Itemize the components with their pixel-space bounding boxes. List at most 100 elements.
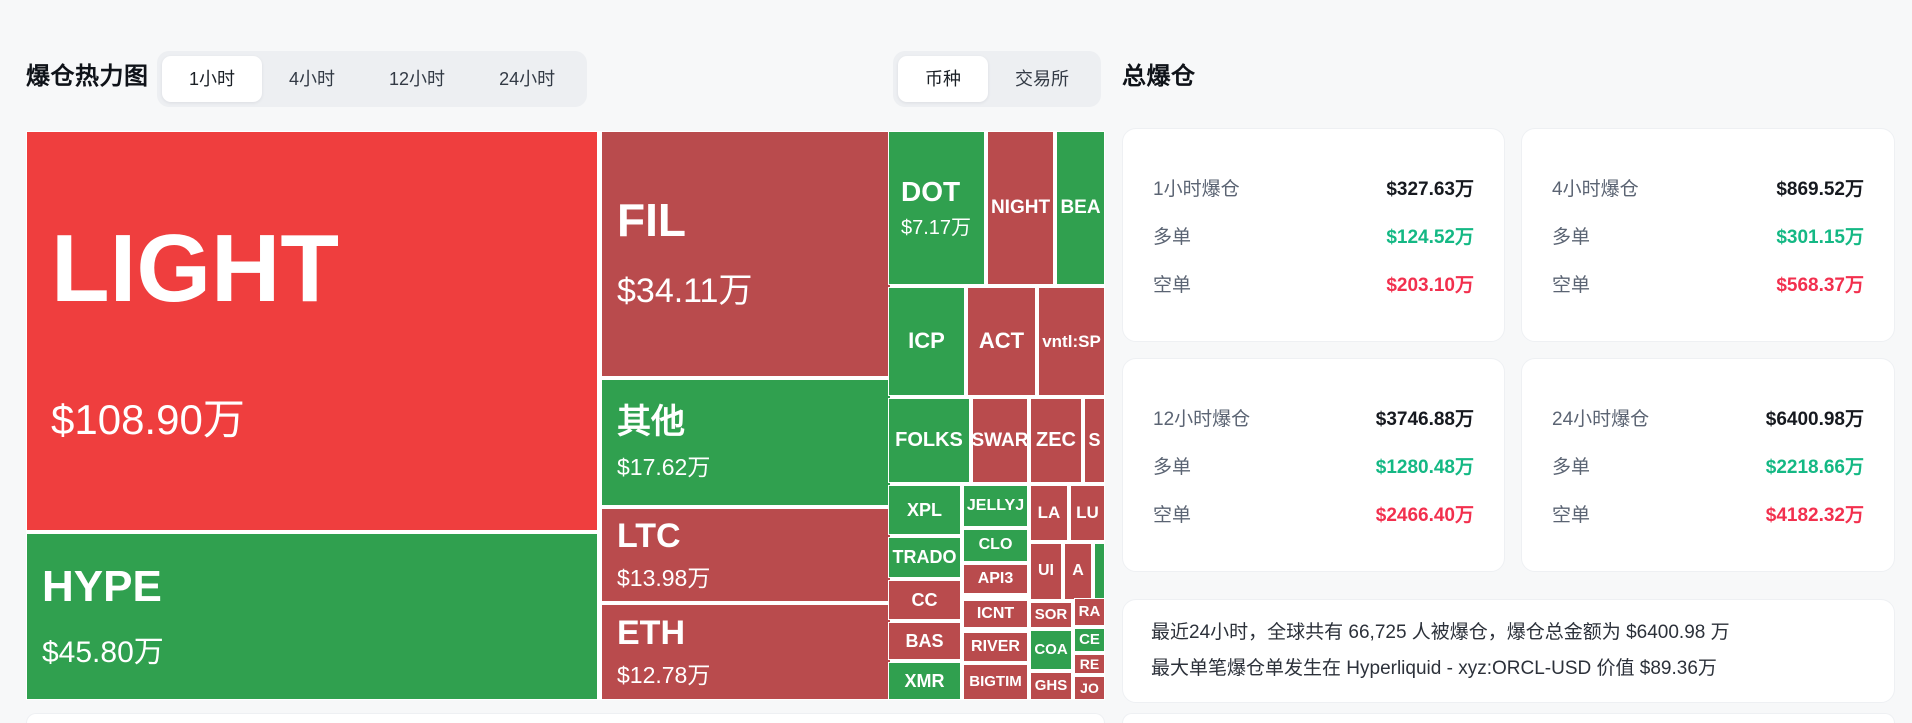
treemap-tile-DOT[interactable]: DOT $7.17万: [888, 131, 985, 285]
treemap-tile-NIGHT[interactable]: NIGHT: [987, 131, 1054, 285]
tile-value: $45.80万: [42, 635, 164, 669]
treemap-tile-HYPE[interactable]: HYPE $45.80万: [26, 533, 598, 700]
treemap-tile-RA[interactable]: RA: [1074, 598, 1105, 626]
tile-symbol: A: [1072, 562, 1084, 580]
tile-symbol: RIVER: [971, 637, 1020, 655]
treemap-tile-SWAR[interactable]: SWAR: [972, 398, 1028, 483]
tile-symbol: LA: [1037, 503, 1061, 523]
tile-symbol: HYPE: [42, 562, 162, 612]
treemap-tile-ACT[interactable]: ACT: [967, 287, 1036, 396]
short-label: 空单: [1153, 504, 1192, 526]
short-value: $568.37万: [1776, 274, 1864, 296]
tile-symbol: TRADO: [892, 547, 957, 568]
long-label: 多单: [1153, 226, 1192, 248]
total-value: $869.52万: [1776, 178, 1864, 200]
tile-symbol: S: [1088, 430, 1101, 451]
treemap-tile-JELLYJ[interactable]: JELLYJ: [963, 485, 1028, 527]
tile-symbol: CE: [1079, 631, 1100, 649]
treemap-tile-blank[interactable]: [1094, 543, 1105, 600]
treemap-tile-GHS[interactable]: GHS: [1030, 672, 1072, 700]
tile-symbol: COA: [1034, 641, 1068, 659]
tile-value: $108.90万: [51, 395, 245, 443]
stat-row-short: 空单 $568.37万: [1552, 270, 1864, 297]
stat-row-total: 12小时爆仓 $3746.88万: [1153, 404, 1474, 431]
stat-card-4h: 4小时爆仓 $869.52万 多单 $301.15万 空单 $568.37万: [1521, 128, 1895, 342]
tile-symbol: XMR: [904, 670, 945, 691]
stat-card-12h: 12小时爆仓 $3746.88万 多单 $1280.48万 空单 $2466.4…: [1122, 358, 1505, 572]
stat-row-long: 多单 $1280.48万: [1153, 452, 1474, 479]
treemap-tile-TRADO[interactable]: TRADO: [888, 537, 961, 578]
treemap-tile-XPL[interactable]: XPL: [888, 485, 961, 535]
treemap-tile-ETH[interactable]: ETH $12.78万: [601, 604, 891, 700]
tile-symbol: SWAR: [972, 429, 1028, 451]
tile-value: $34.11万: [617, 272, 753, 311]
view-toggle: 币种 交易所: [893, 51, 1101, 107]
treemap-tile-RIVER[interactable]: RIVER: [963, 632, 1028, 662]
treemap-tile-CC[interactable]: CC: [888, 580, 961, 620]
treemap-tile-UI[interactable]: UI: [1030, 543, 1062, 600]
treemap-tile-A[interactable]: A: [1064, 543, 1092, 600]
tile-symbol: GHS: [1034, 677, 1068, 695]
treemap-tile-LIGHT[interactable]: LIGHT $108.90万: [26, 131, 598, 531]
summary-line-1: 最近24小时，全球共有 66,725 人被爆仓，爆仓总金额为 $6400.98 …: [1151, 622, 1730, 644]
treemap-tile-JO[interactable]: JO: [1074, 676, 1105, 700]
tab-24h[interactable]: 24小时: [499, 69, 556, 89]
toggle-exchange[interactable]: 交易所: [1015, 69, 1069, 89]
treemap-tile-ICNT[interactable]: ICNT: [963, 600, 1028, 628]
tile-symbol: LIGHT: [51, 214, 339, 322]
treemap-tile-ICP[interactable]: ICP: [888, 287, 965, 396]
tab-12h[interactable]: 12小时: [389, 69, 446, 89]
tile-symbol: ZEC: [1036, 429, 1076, 452]
treemap-tile-LA[interactable]: LA: [1030, 485, 1068, 541]
period-label: 12小时爆仓: [1153, 408, 1251, 430]
treemap-tile-LU[interactable]: LU: [1070, 485, 1105, 541]
tile-symbol: API3: [977, 569, 1014, 587]
short-label: 空单: [1153, 274, 1192, 296]
tile-symbol: JELLYJ: [966, 496, 1025, 514]
tile-symbol: NIGHT: [990, 197, 1051, 219]
treemap-tile-API3[interactable]: API3: [963, 564, 1028, 594]
long-value: $1280.48万: [1375, 456, 1474, 478]
tile-symbol: LU: [1076, 503, 1099, 523]
period-label: 24小时爆仓: [1552, 408, 1650, 430]
treemap-tile-vntl:SP[interactable]: vntl:SP: [1038, 287, 1105, 396]
tile-value: $12.78万: [617, 662, 711, 689]
stat-row-long: 多单 $2218.66万: [1552, 452, 1864, 479]
tab-4h[interactable]: 4小时: [289, 69, 336, 89]
tab-1h[interactable]: 1小时: [162, 56, 263, 102]
tile-value: $17.62万: [617, 453, 711, 480]
toggle-coin[interactable]: 币种: [898, 56, 988, 102]
treemap-tile-LTC[interactable]: LTC $13.98万: [601, 508, 891, 602]
long-value: $124.52万: [1386, 226, 1474, 248]
tile-symbol: JO: [1080, 679, 1099, 696]
tile-symbol: BIGTIM: [969, 673, 1022, 691]
treemap-tile-FIL[interactable]: FIL $34.11万: [601, 131, 891, 377]
stat-row-short: 空单 $4182.32万: [1552, 500, 1864, 527]
treemap-tile-XMR[interactable]: XMR: [888, 662, 961, 700]
treemap-tile-CLO[interactable]: CLO: [963, 529, 1028, 562]
stat-card-1h: 1小时爆仓 $327.63万 多单 $124.52万 空单 $203.10万: [1122, 128, 1505, 342]
tile-value: $7.17万: [901, 216, 972, 239]
treemap-tile-BEA[interactable]: BEA: [1056, 131, 1105, 285]
treemap-tile-CE[interactable]: CE: [1074, 628, 1105, 652]
long-value: $2218.66万: [1765, 456, 1864, 478]
treemap-tile-BIGTIM[interactable]: BIGTIM: [963, 664, 1028, 700]
treemap-tile-S[interactable]: S: [1084, 398, 1105, 483]
treemap-tile-ZEC[interactable]: ZEC: [1030, 398, 1082, 483]
tile-symbol: RE: [1079, 655, 1100, 672]
period-label: 4小时爆仓: [1552, 178, 1639, 200]
treemap-tile-BAS[interactable]: BAS: [888, 622, 961, 660]
tile-symbol: SOR: [1034, 606, 1068, 624]
treemap-tile-其他[interactable]: 其他 $17.62万: [601, 379, 891, 506]
summary-line-2: 最大单笔爆仓单发生在 Hyperliquid - xyz:ORCL-USD 价值…: [1151, 658, 1717, 679]
stat-row-short: 空单 $203.10万: [1153, 270, 1474, 297]
treemap-tile-SOR[interactable]: SOR: [1030, 602, 1072, 628]
clipped-card-right: [1122, 713, 1895, 723]
treemap-tile-COA[interactable]: COA: [1030, 630, 1072, 670]
tile-symbol: CLO: [978, 536, 1013, 554]
tile-symbol: ICNT: [976, 604, 1015, 622]
tile-symbol: 其他: [617, 403, 685, 442]
treemap-tile-FOLKS[interactable]: FOLKS: [888, 398, 970, 483]
treemap-tile-RE[interactable]: RE: [1074, 654, 1105, 674]
